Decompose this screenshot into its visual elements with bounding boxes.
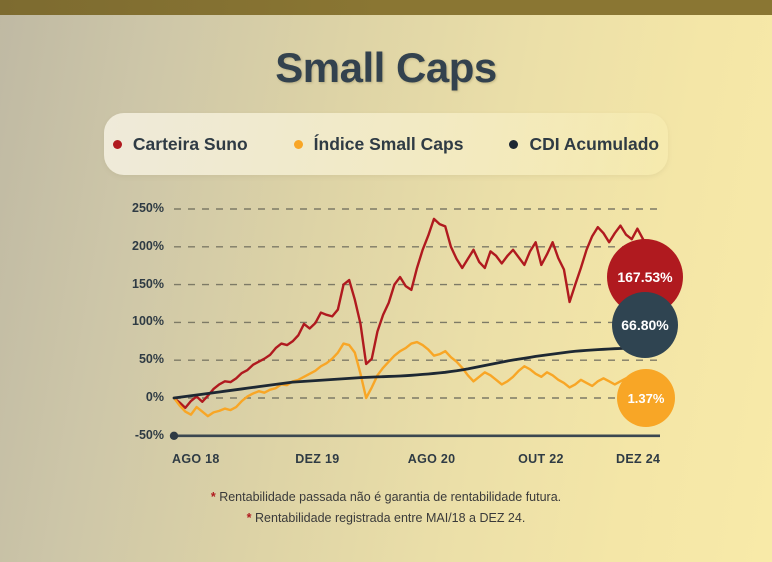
- legend-item-carteira-suno: Carteira Suno: [112, 133, 248, 155]
- y-axis-tick-label: 150%: [132, 276, 164, 291]
- dot-icon: [293, 139, 303, 149]
- footnote-2-text: Rentabilidade registrada entre MAI/18 a …: [251, 511, 526, 525]
- y-axis-tick-label: -50%: [134, 427, 164, 442]
- y-axis-tick-label: 0%: [145, 390, 164, 404]
- x-axis-tick-label: DEZ 24: [616, 451, 661, 466]
- y-axis-tick-label: 50%: [138, 352, 164, 367]
- dot-icon: [509, 139, 519, 149]
- legend-label-carteira-suno: Carteira Suno: [132, 133, 248, 154]
- series-line-cdi-acumulado: [172, 346, 662, 400]
- chart-footnotes: * Rentabilidade passada não é garantia d…: [0, 487, 772, 529]
- legend-item-indice-small-caps: Índice Small Caps: [293, 133, 464, 155]
- x-axis-tick-label: OUT 22: [518, 451, 564, 466]
- carteira-suno-value-text: 167.53%: [617, 269, 673, 285]
- chart-gridlines: [174, 208, 660, 399]
- chart-x-axis: [169, 431, 660, 440]
- x-axis-tick-label: DEZ 19: [295, 451, 340, 466]
- y-axis-tick-label: 100%: [132, 314, 164, 329]
- footnote-1: * Rentabilidade passada não é garantia d…: [0, 487, 772, 508]
- y-axis-tick-label: 200%: [132, 238, 164, 253]
- x-axis-origin-dot: [169, 431, 179, 440]
- cdi-acumulado-value-badge: 66.80%: [612, 292, 678, 358]
- legend-label-cdi-acumulado: CDI Acumulado: [529, 133, 660, 154]
- footnote-asterisk: *: [246, 511, 252, 525]
- top-accent-bar: [0, 0, 772, 15]
- chart-legend: Carteira Suno Índice Small Caps CDI Acum…: [104, 113, 668, 175]
- y-axis-tick-label: 250%: [132, 201, 164, 215]
- series-line-carteira-suno: [172, 217, 662, 410]
- dot-icon: [112, 139, 122, 149]
- legend-label-indice-small-caps: Índice Small Caps: [313, 133, 464, 154]
- legend-item-cdi-acumulado: CDI Acumulado: [509, 134, 659, 155]
- indice-small-caps-value-text: 1.37%: [627, 390, 665, 406]
- cdi-acumulado-value-text: 66.80%: [621, 317, 669, 333]
- page-title: Small Caps: [275, 44, 497, 91]
- series-line-ndice-small-caps: [172, 340, 662, 418]
- x-axis-tick-label: AGO 18: [172, 451, 220, 466]
- footnote-2: * Rentabilidade registrada entre MAI/18 …: [0, 508, 772, 529]
- indice-small-caps-value-badge: 1.37%: [617, 369, 675, 427]
- chart-series: [172, 217, 662, 418]
- x-axis-tick-label: AGO 20: [407, 451, 456, 466]
- footnote-asterisk: *: [210, 490, 216, 504]
- footnote-1-text: Rentabilidade passada não é garantia de …: [215, 490, 562, 504]
